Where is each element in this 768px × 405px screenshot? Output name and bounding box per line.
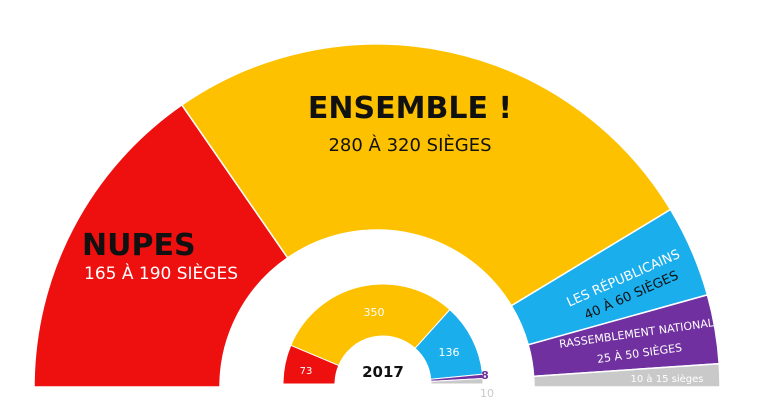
label-2017-red: 73 [300,366,313,377]
label-2017-grey: 10 [480,387,494,400]
label-2017-blue: 136 [439,346,460,359]
label-2017-purple: 8 [481,369,489,382]
label-nupes-name: NUPES [82,228,196,263]
main-slice-0 [33,103,289,388]
y2017-slice-4 [430,378,484,385]
main-hemicycle [33,43,721,388]
main-slice-4 [532,362,721,388]
label-ensemble-range: 280 À 320 SIÈGES [328,134,491,156]
label-ensemble-name: ENSEMBLE ! [308,91,512,126]
label-2017-title: 2017 [362,363,404,381]
y2017-slice-1 [290,283,451,367]
label-nupes-range: 165 À 190 SIÈGES [84,262,238,284]
hemicycle-2017 [282,283,484,385]
main-slice-1 [180,43,672,307]
label-2017-yellow: 350 [364,306,385,319]
label-other-range: 10 à 15 sièges [631,373,704,385]
